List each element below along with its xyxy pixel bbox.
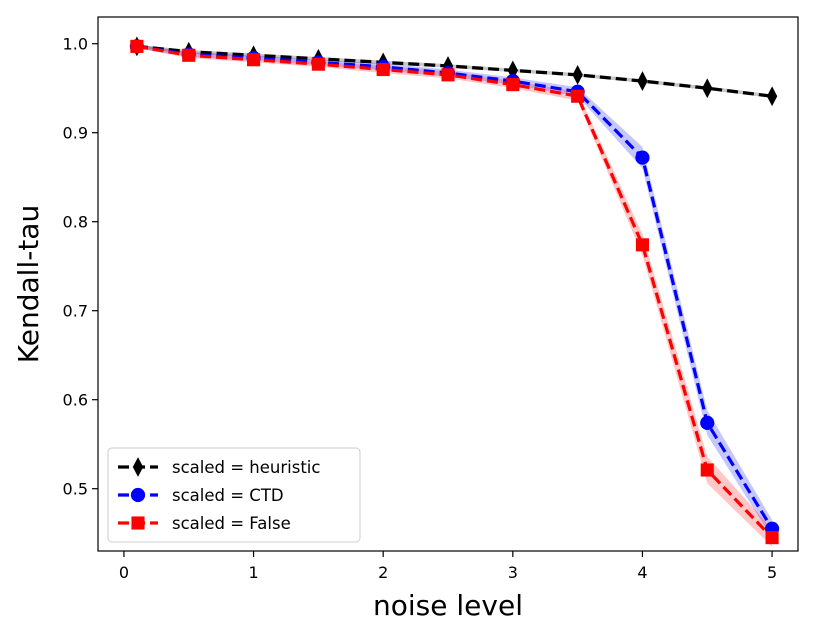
legend: scaled = heuristic scaled = CTD scaled = F…: [107, 447, 361, 543]
y-axis-ticks: 0.5 0.6 0.7 0.8 0.9 1.0: [63, 35, 98, 499]
point-scaled-false: [130, 39, 144, 53]
x-tick-label: 0: [119, 563, 129, 582]
point-scaled-false: [571, 89, 585, 103]
x-axis-ticks: 0 1 2 3 4 5: [119, 551, 777, 582]
x-tick-label: 4: [637, 563, 647, 582]
y-tick-label: 0.6: [63, 391, 88, 410]
legend-label-scaled-heuristic: scaled = heuristic: [172, 458, 320, 477]
x-tick-label: 3: [508, 563, 518, 582]
y-tick-label: 0.7: [63, 302, 88, 321]
y-tick-label: 0.8: [63, 213, 88, 232]
legend-label-scaled-ctd: scaled = CTD: [172, 486, 284, 505]
point-scaled-false: [635, 238, 649, 252]
point-scaled-false: [506, 78, 520, 92]
point-scaled-false: [441, 68, 455, 82]
point-scaled-heuristic: [766, 86, 778, 107]
point-scaled-heuristic: [702, 78, 713, 99]
legend-marker-scaled-heuristic: [132, 457, 144, 477]
y-tick-label: 1.0: [63, 35, 88, 54]
band-scaled-false: [136, 44, 773, 547]
point-scaled-false: [700, 463, 714, 477]
point-scaled-false: [765, 531, 779, 545]
legend-label-scaled-false: scaled = False: [172, 514, 291, 533]
point-scaled-ctd: [635, 150, 650, 165]
point-scaled-heuristic: [572, 64, 583, 85]
point-scaled-false: [182, 48, 196, 62]
legend-box: [107, 447, 361, 543]
point-scaled-false: [311, 57, 325, 71]
y-axis-label: Kendall-tau: [12, 205, 45, 363]
x-tick-label: 1: [248, 563, 258, 582]
x-tick-label: 2: [378, 563, 388, 582]
band-scaled-heuristic: [136, 44, 773, 98]
legend-marker-scaled-ctd: [130, 487, 146, 503]
plot-frame: [97, 16, 799, 552]
series-markers: [129, 36, 780, 545]
confidence-bands: [136, 44, 773, 547]
point-scaled-ctd: [700, 415, 715, 430]
x-axis-label: noise level: [373, 589, 523, 622]
legend-marker-scaled-false: [131, 516, 145, 530]
y-tick-label: 0.9: [63, 124, 88, 143]
point-scaled-false: [247, 53, 261, 67]
x-tick-label: 5: [767, 563, 777, 582]
point-scaled-false: [376, 62, 390, 77]
point-scaled-heuristic: [637, 71, 648, 91]
y-tick-label: 0.5: [63, 480, 88, 499]
